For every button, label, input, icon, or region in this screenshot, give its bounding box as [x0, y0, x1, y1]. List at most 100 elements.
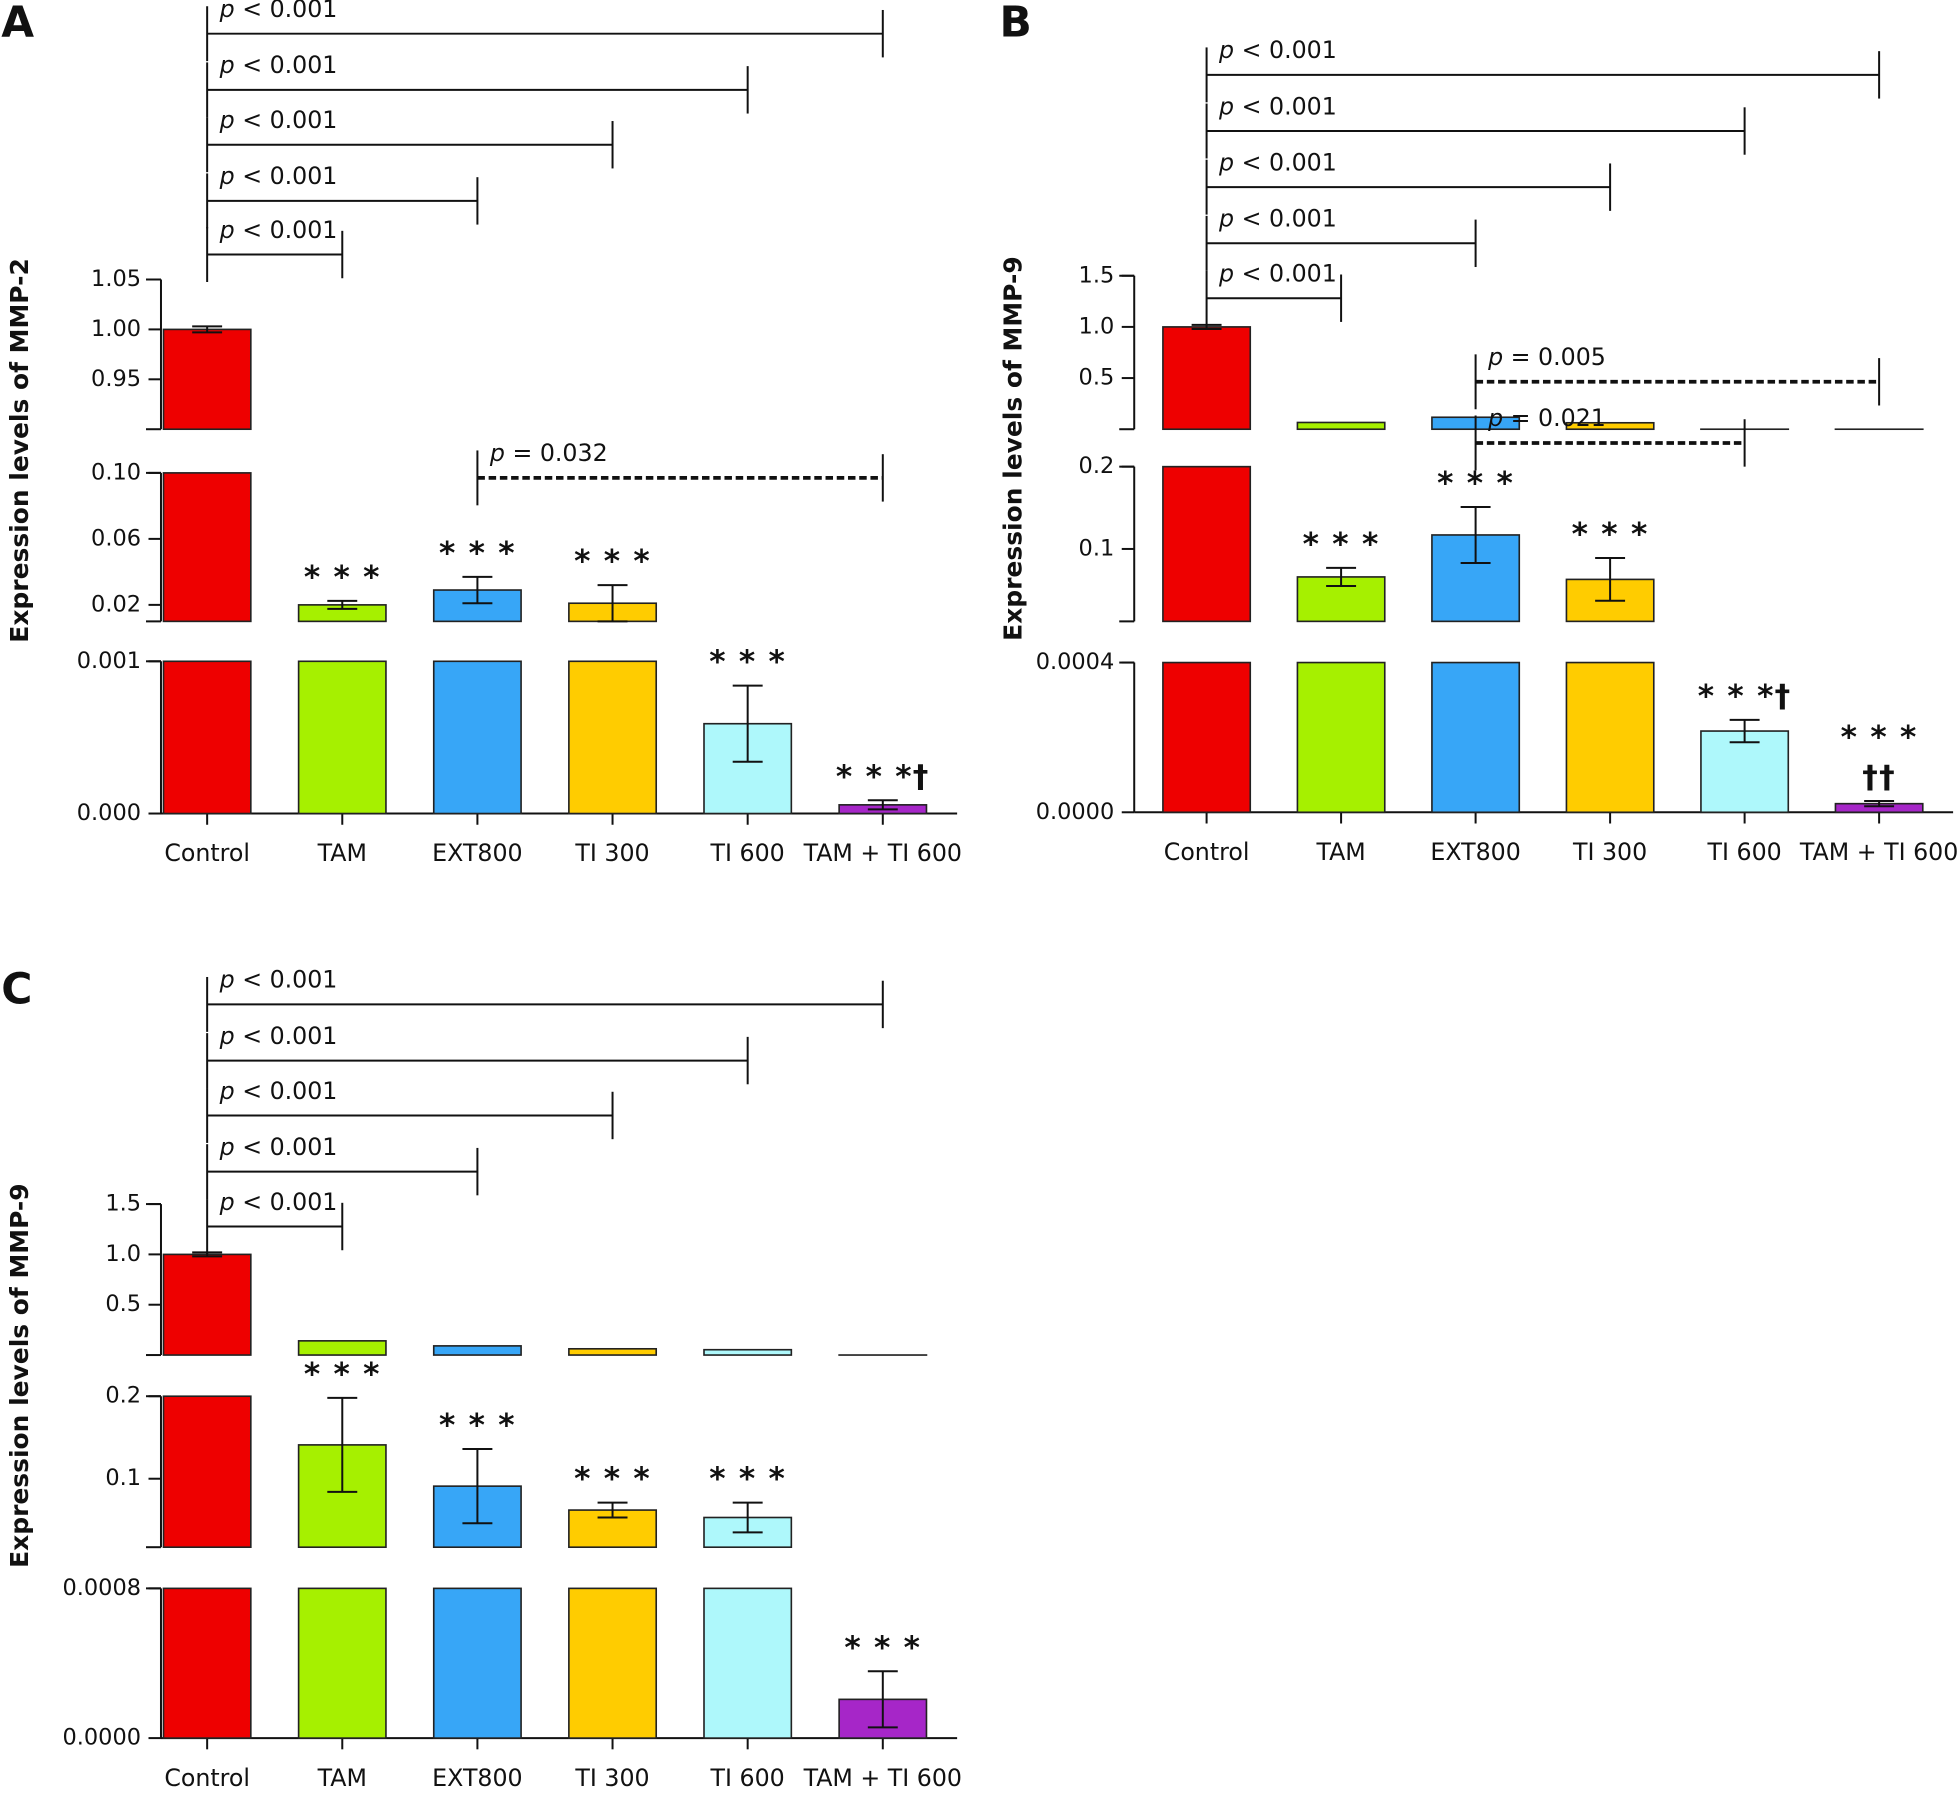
significance-mark: ††: [1862, 760, 1896, 796]
error-bar: [867, 799, 898, 811]
comparison-bracket: p < 0.001: [206, 1132, 479, 1200]
significance-mark: * * *: [439, 535, 516, 571]
bar: [297, 1340, 387, 1356]
comparison-bracket: p = 0.032: [476, 439, 884, 506]
p-value-label: p < 0.001: [219, 1132, 338, 1160]
significance-mark: * * *: [1841, 720, 1918, 756]
bar: [162, 1587, 252, 1739]
bar: [162, 1395, 252, 1549]
p-text: < 0.001: [235, 106, 338, 134]
y-tick-label: 0.2: [1079, 453, 1115, 479]
x-tick-label: EXT800: [432, 1764, 522, 1792]
x-tick-label: TAM + TI 600: [1799, 838, 1958, 866]
bar: [703, 1348, 793, 1356]
bar: [162, 660, 252, 815]
panel: C Expression levels of MMP-9 0.0000 0.0008 0…: [1, 965, 962, 1792]
significance-mark: * * *: [1572, 517, 1649, 553]
y-tick-label: 0.0000: [1036, 799, 1115, 825]
comparison-bracket: p < 0.001: [206, 51, 749, 118]
y-tick-label: 0.0004: [1036, 649, 1115, 675]
significance-mark: * * *: [1303, 526, 1380, 562]
panel: A Expression levels of MMP-2 0.000 0.001 0.0…: [1, 0, 962, 867]
significance-mark: * * *: [304, 559, 381, 595]
bar: [162, 328, 252, 431]
error-bar: [1595, 557, 1626, 602]
comparison-bracket: p < 0.001: [206, 1187, 344, 1254]
error-bar: [1326, 566, 1357, 587]
p-symbol: p: [219, 1076, 235, 1104]
p-symbol: p: [1487, 343, 1503, 371]
p-symbol: p: [219, 965, 235, 993]
p-text: = 0.021: [1503, 404, 1606, 432]
significance-mark: * * *†: [836, 759, 930, 795]
p-text: < 0.001: [235, 162, 338, 190]
x-tick-label: Control: [164, 839, 250, 867]
error-bar: [732, 1501, 763, 1534]
y-axis-label: Expression levels of MMP-9: [5, 1183, 34, 1568]
p-value-label: p < 0.001: [219, 0, 338, 22]
p-text: < 0.001: [1234, 204, 1337, 232]
p-text: < 0.001: [1234, 148, 1337, 176]
panel: B Expression levels of MMP-9 0.0000 0.0004 0…: [998, 0, 1958, 866]
p-value-label: p < 0.001: [219, 162, 338, 190]
p-value-label: p < 0.001: [219, 1076, 338, 1104]
y-tick-label: 1.00: [91, 316, 141, 342]
y-tick-label: 0.06: [91, 525, 141, 551]
bar: [1296, 661, 1386, 814]
p-symbol: p: [1218, 36, 1234, 64]
p-value-label: p < 0.001: [1218, 204, 1337, 232]
y-tick-label: 0.10: [91, 459, 141, 485]
p-value-label: p = 0.005: [1487, 343, 1606, 371]
x-tick-label: TI 600: [710, 839, 785, 867]
significance-mark: * * *: [439, 1408, 516, 1444]
bar: [432, 1587, 522, 1739]
p-value-label: p < 0.001: [219, 1021, 338, 1049]
error-bar: [732, 684, 763, 763]
comparison-bracket: p < 0.001: [1205, 259, 1343, 326]
x-tick-label: Control: [164, 1764, 250, 1792]
comparison-bracket: p < 0.001: [206, 215, 344, 282]
p-value-label: p = 0.032: [489, 439, 608, 467]
y-tick-label: 0.5: [105, 1291, 141, 1317]
x-tick-label: EXT800: [1430, 838, 1520, 866]
significance-mark: * * *: [304, 1356, 381, 1392]
y-axis-label: Expression levels of MMP-9: [998, 256, 1027, 641]
p-text: < 0.001: [235, 51, 338, 79]
p-symbol: p: [1218, 92, 1234, 120]
x-tick-label: TI 600: [1707, 838, 1782, 866]
bar: [1162, 465, 1252, 623]
y-axis-label: Expression levels of MMP-2: [5, 258, 34, 643]
panel-label: C: [1, 965, 32, 1014]
bar: [162, 1253, 252, 1356]
comparison-bracket: p < 0.001: [1205, 36, 1881, 103]
bar: [1700, 730, 1790, 814]
p-value-label: p < 0.001: [1218, 36, 1337, 64]
p-symbol: p: [1487, 404, 1503, 432]
p-text: < 0.001: [235, 1076, 338, 1104]
y-tick-label: 0.1: [1079, 535, 1115, 561]
bar: [1296, 421, 1386, 431]
p-symbol: p: [219, 1132, 235, 1160]
error-bar: [597, 1501, 628, 1519]
p-value-label: p < 0.001: [219, 106, 338, 134]
y-tick-label: 1.05: [91, 266, 141, 292]
error-bar: [462, 575, 493, 605]
bar: [568, 1347, 658, 1356]
error-bar: [327, 1396, 358, 1493]
p-symbol: p: [1218, 259, 1234, 287]
significance-mark: * * *: [1437, 466, 1514, 502]
significance-mark: * * *†: [1698, 678, 1792, 714]
p-text: = 0.032: [505, 439, 608, 467]
p-text: < 0.001: [235, 1021, 338, 1049]
y-tick-label: 0.95: [91, 366, 141, 392]
x-tick-label: TI 600: [710, 1764, 785, 1792]
y-tick-label: 0.0000: [63, 1725, 142, 1751]
x-tick-label: TAM: [317, 839, 367, 867]
error-bar: [1729, 718, 1760, 744]
p-symbol: p: [1218, 148, 1234, 176]
bar: [1431, 661, 1521, 814]
y-tick-label: 0.001: [77, 648, 141, 674]
panel-label: B: [999, 0, 1031, 47]
significance-mark: * * *: [574, 544, 651, 580]
y-tick-label: 0.5: [1079, 365, 1115, 391]
